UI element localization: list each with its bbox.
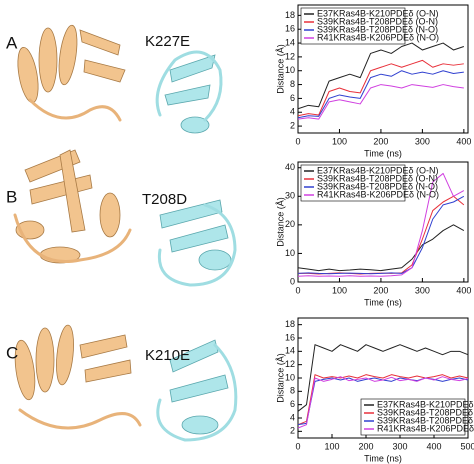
y-tick-label: 2 xyxy=(290,426,295,436)
x-tick-label: 500 xyxy=(460,441,474,451)
x-tick-label: 400 xyxy=(456,136,471,146)
protein-art xyxy=(13,24,238,442)
x-tick-label: 0 xyxy=(295,441,300,451)
y-tick-label: 16 xyxy=(285,24,295,34)
legend-label: S39KRas4B-T208PDEδ (N-O) xyxy=(377,415,474,425)
y-tick-label: 12 xyxy=(285,51,295,61)
y-tick-label: 6 xyxy=(290,93,295,103)
y-tick-label: 30 xyxy=(285,191,295,201)
y-tick-label: 14 xyxy=(285,346,295,356)
legend-label: S39KRas4B-T208PDEδ (O-N) xyxy=(317,16,438,26)
x-tick-label: 400 xyxy=(426,441,441,451)
series-line xyxy=(297,376,469,429)
legend-label: E37KRas4B-K210PDEδ (O-N) xyxy=(377,399,474,409)
x-tick-label: 100 xyxy=(332,285,347,295)
y-tick-label: 20 xyxy=(285,219,295,229)
x-tick-label: 0 xyxy=(295,136,300,146)
legend-label: R41KRas4B-K206PDEδ (N-O) xyxy=(317,189,439,199)
y-tick-label: 10 xyxy=(285,65,295,75)
y-tick-label: 8 xyxy=(290,79,295,89)
y-tick-label: 10 xyxy=(285,248,295,258)
y-tick-label: 12 xyxy=(285,359,295,369)
series-line xyxy=(297,195,465,275)
y-tick-label: 4 xyxy=(290,412,295,422)
legend-box xyxy=(300,7,406,45)
x-tick-label: 0 xyxy=(295,285,300,295)
legend-label: R41KRas4B-K206PDEδ (N-O) xyxy=(377,423,474,433)
mutation-label: K227E xyxy=(145,33,190,50)
legend-label: S39KRas4B-T208PDEδ (O-N) xyxy=(377,407,474,417)
y-tick-label: 10 xyxy=(285,372,295,382)
mutation-label: T208D xyxy=(142,191,187,208)
y-axis-label: Distance (Å) xyxy=(275,197,285,247)
legend: E37KRas4B-K210PDEδ (O-N)S39KRas4B-T208PD… xyxy=(360,398,474,436)
legend-label: S39KRas4B-T208PDEδ (N-O) xyxy=(317,181,438,191)
legend-label: E37KRas4B-K210PDEδ (O-N) xyxy=(317,165,439,175)
plot-frame xyxy=(297,161,469,283)
y-axis-label: Distance (Å) xyxy=(275,353,285,403)
y-tick-label: 16 xyxy=(285,332,295,342)
series-line xyxy=(298,195,465,275)
x-axis-label: Time (ns) xyxy=(364,148,402,158)
x-axis-label: Time (ns) xyxy=(364,453,402,463)
x-tick-label: 400 xyxy=(456,285,471,295)
y-tick-label: 14 xyxy=(285,37,295,47)
x-tick-label: 300 xyxy=(415,136,430,146)
legend-label: S39KRas4B-T208PDEδ (O-N) xyxy=(317,173,438,183)
y-tick-label: 18 xyxy=(285,319,295,329)
legend-label: S39KRas4B-T208PDEδ (N-O) xyxy=(317,24,438,34)
y-tick-label: 8 xyxy=(290,386,295,396)
legend-label: E37KRas4B-K210PDEδ (O-N) xyxy=(317,8,439,18)
y-tick-label: 0 xyxy=(290,276,295,286)
y-tick-label: 40 xyxy=(285,162,295,172)
mutation-label: K210E xyxy=(145,347,190,364)
series-line xyxy=(297,172,465,277)
x-tick-label: 300 xyxy=(415,285,430,295)
legend-box xyxy=(360,398,466,436)
x-tick-label: 200 xyxy=(373,136,388,146)
legend-label: R41KRas4B-K206PDEδ (N-O) xyxy=(317,32,439,42)
x-tick-label: 300 xyxy=(392,441,407,451)
y-tick-label: 6 xyxy=(290,399,295,409)
panel-letter: A xyxy=(6,33,18,52)
legend-box xyxy=(300,164,406,202)
series-line xyxy=(297,70,464,119)
series-line xyxy=(297,374,469,426)
series-line xyxy=(297,344,469,412)
panel-letter: C xyxy=(6,343,18,362)
series-line xyxy=(297,42,465,110)
y-axis-label: Distance (Å) xyxy=(275,44,285,94)
y-tick-label: 2 xyxy=(290,120,295,130)
x-tick-label: 100 xyxy=(332,136,347,146)
plot-frame xyxy=(297,4,469,134)
series-line xyxy=(297,59,464,117)
legend: E37KRas4B-K210PDEδ (O-N)S39KRas4B-T208PD… xyxy=(300,164,439,202)
x-tick-label: 100 xyxy=(324,441,339,451)
x-axis-label: Time (ns) xyxy=(364,297,402,307)
y-tick-label: 4 xyxy=(290,107,295,117)
panel-letter: B xyxy=(6,187,17,206)
x-tick-label: 200 xyxy=(358,441,373,451)
series-line xyxy=(297,84,464,120)
y-tick-label: 18 xyxy=(285,10,295,20)
x-tick-label: 200 xyxy=(373,285,388,295)
series-line xyxy=(297,224,465,272)
legend: E37KRas4B-K210PDEδ (O-N)S39KRas4B-T208PD… xyxy=(300,7,439,45)
